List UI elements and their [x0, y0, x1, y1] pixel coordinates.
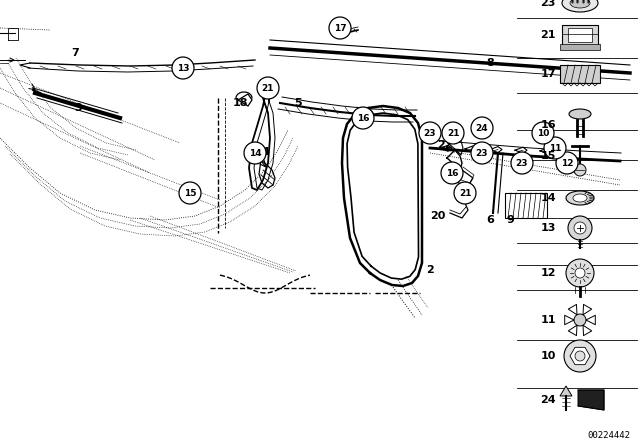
Text: 2: 2 [426, 265, 434, 275]
Text: 17: 17 [540, 69, 556, 79]
Text: 15: 15 [540, 151, 556, 161]
FancyBboxPatch shape [562, 25, 598, 45]
Text: 12: 12 [561, 159, 573, 168]
Text: 10: 10 [537, 129, 549, 138]
Text: 10: 10 [540, 351, 556, 361]
Circle shape [179, 182, 201, 204]
Text: 18: 18 [232, 98, 248, 108]
Polygon shape [560, 386, 572, 396]
Text: 19: 19 [442, 173, 458, 183]
Text: 16: 16 [445, 168, 458, 177]
Ellipse shape [573, 194, 587, 202]
FancyBboxPatch shape [505, 193, 547, 218]
Ellipse shape [569, 109, 591, 119]
Circle shape [574, 314, 586, 326]
Text: 14: 14 [540, 193, 556, 203]
Circle shape [574, 222, 586, 234]
Circle shape [511, 152, 533, 174]
Text: 9: 9 [506, 215, 514, 225]
Circle shape [442, 122, 464, 144]
Ellipse shape [566, 191, 594, 205]
FancyBboxPatch shape [560, 65, 600, 83]
Circle shape [172, 57, 194, 79]
Text: 13: 13 [177, 64, 189, 73]
Circle shape [419, 122, 441, 144]
Text: 14: 14 [249, 148, 261, 158]
Text: 23: 23 [476, 148, 488, 158]
Ellipse shape [570, 0, 590, 8]
Text: 23: 23 [424, 129, 436, 138]
Text: 16: 16 [540, 120, 556, 130]
Circle shape [441, 162, 463, 184]
Ellipse shape [562, 0, 598, 12]
Text: 24: 24 [476, 124, 488, 133]
Text: 11: 11 [540, 315, 556, 325]
Text: 24: 24 [540, 395, 556, 405]
Circle shape [244, 142, 266, 164]
Circle shape [454, 182, 476, 204]
Polygon shape [570, 347, 590, 365]
Text: 16: 16 [356, 113, 369, 122]
Circle shape [257, 77, 279, 99]
Text: 20: 20 [430, 211, 445, 221]
Circle shape [575, 351, 585, 361]
Text: 00224442: 00224442 [587, 431, 630, 440]
Circle shape [471, 142, 493, 164]
Text: 13: 13 [540, 223, 556, 233]
Text: 21: 21 [447, 129, 460, 138]
Text: 22: 22 [437, 140, 452, 150]
Circle shape [329, 17, 351, 39]
Text: 6: 6 [486, 215, 494, 225]
Circle shape [352, 107, 374, 129]
Circle shape [575, 268, 585, 278]
Text: 21: 21 [540, 30, 556, 40]
Text: 21: 21 [459, 189, 471, 198]
Text: 17: 17 [333, 23, 346, 33]
Text: 4: 4 [261, 147, 269, 157]
Circle shape [471, 117, 493, 139]
Text: 8: 8 [486, 58, 494, 68]
Polygon shape [578, 390, 604, 410]
Circle shape [566, 259, 594, 287]
Circle shape [544, 137, 566, 159]
Circle shape [574, 164, 586, 176]
Text: 15: 15 [184, 189, 196, 198]
FancyBboxPatch shape [568, 28, 592, 42]
Circle shape [564, 340, 596, 372]
Text: 7: 7 [71, 48, 79, 58]
Text: 23: 23 [540, 0, 556, 8]
Circle shape [532, 122, 554, 144]
Text: 3: 3 [74, 103, 82, 113]
Text: 11: 11 [548, 143, 561, 152]
Text: 5: 5 [294, 98, 302, 108]
Text: 12: 12 [540, 268, 556, 278]
Circle shape [556, 152, 578, 174]
Text: 1: 1 [259, 80, 267, 90]
Text: 23: 23 [516, 159, 528, 168]
FancyBboxPatch shape [560, 44, 600, 50]
Text: 21: 21 [262, 83, 275, 92]
Circle shape [568, 216, 592, 240]
